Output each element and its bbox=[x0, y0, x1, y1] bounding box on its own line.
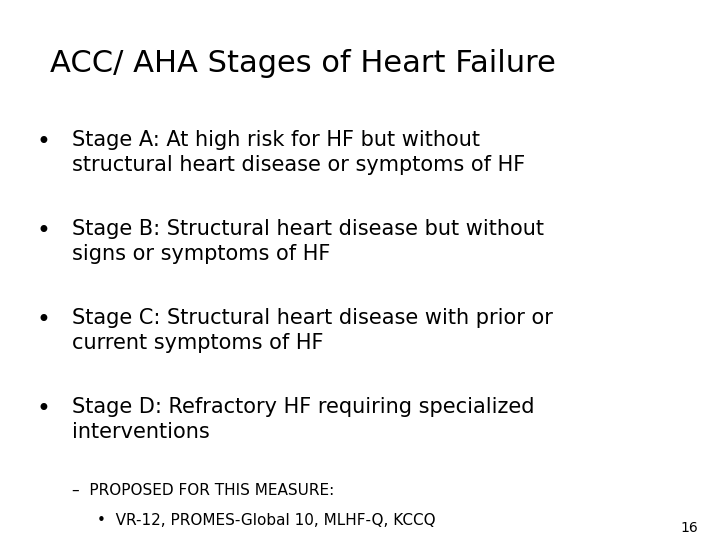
Text: –  PROPOSED FOR THIS MEASURE:: – PROPOSED FOR THIS MEASURE: bbox=[72, 483, 334, 498]
Text: ACC/ AHA Stages of Heart Failure: ACC/ AHA Stages of Heart Failure bbox=[50, 49, 557, 78]
Text: Stage C: Structural heart disease with prior or
current symptoms of HF: Stage C: Structural heart disease with p… bbox=[72, 308, 553, 353]
Text: •: • bbox=[36, 397, 50, 421]
Text: •: • bbox=[36, 130, 50, 153]
Text: •  VR-12, PROMES-Global 10, MLHF-Q, KCCQ: • VR-12, PROMES-Global 10, MLHF-Q, KCCQ bbox=[97, 513, 436, 528]
Text: •: • bbox=[36, 219, 50, 242]
Text: Stage D: Refractory HF requiring specialized
interventions: Stage D: Refractory HF requiring special… bbox=[72, 397, 534, 442]
Text: •: • bbox=[36, 308, 50, 332]
Text: Stage B: Structural heart disease but without
signs or symptoms of HF: Stage B: Structural heart disease but wi… bbox=[72, 219, 544, 264]
Text: Stage A: At high risk for HF but without
structural heart disease or symptoms of: Stage A: At high risk for HF but without… bbox=[72, 130, 526, 175]
Text: 16: 16 bbox=[680, 521, 698, 535]
